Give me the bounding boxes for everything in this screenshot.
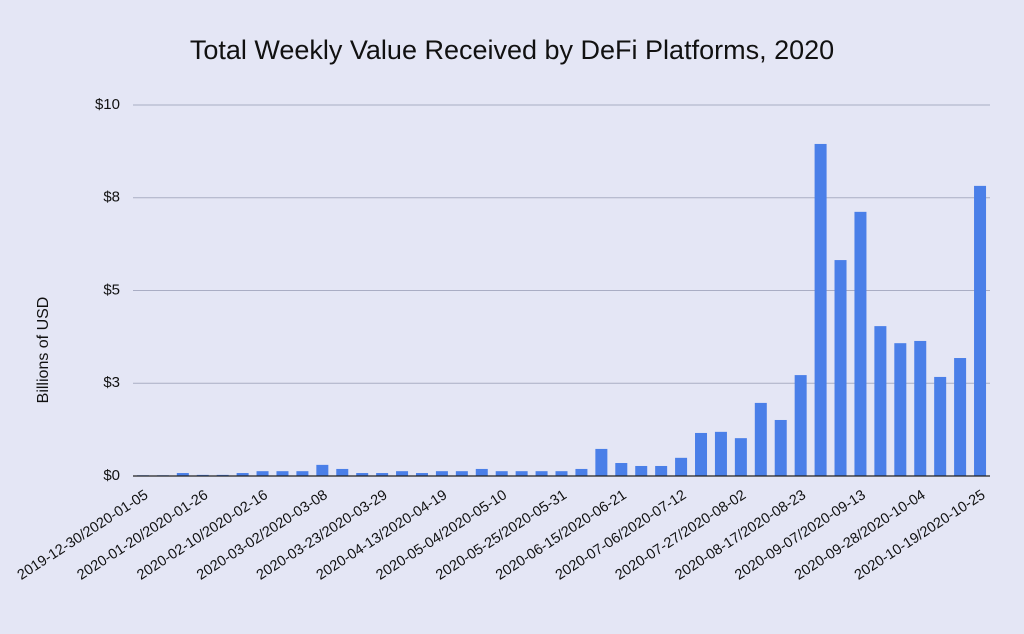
bar	[734, 438, 747, 476]
bar	[774, 419, 787, 476]
bar	[874, 326, 887, 476]
bar	[396, 471, 409, 476]
bar	[555, 471, 568, 476]
bar	[575, 468, 588, 476]
bar	[376, 473, 389, 476]
bar	[495, 471, 508, 476]
bar	[296, 471, 309, 476]
y-tick-label: $5	[103, 281, 120, 298]
y-tick-label: $3	[103, 374, 120, 391]
bar	[316, 464, 329, 476]
bar	[595, 448, 608, 476]
bar	[475, 468, 488, 476]
y-tick-label: $0	[103, 467, 120, 484]
bar	[455, 471, 468, 476]
bar	[415, 473, 428, 476]
bar	[276, 471, 289, 476]
bar	[934, 376, 947, 476]
bar	[435, 471, 448, 476]
bar	[894, 343, 907, 476]
chart-title: Total Weekly Value Received by DeFi Plat…	[190, 35, 834, 65]
bar	[635, 465, 648, 476]
y-tick-label: $10	[95, 96, 120, 113]
bar	[615, 463, 628, 476]
bar	[336, 468, 349, 476]
bar	[655, 465, 668, 476]
bar	[515, 471, 528, 476]
bar	[695, 432, 708, 476]
bar	[535, 471, 548, 476]
bar	[914, 340, 927, 476]
y-tick-label: $8	[103, 189, 120, 206]
bar	[854, 211, 867, 476]
bar	[974, 185, 987, 477]
bar	[834, 260, 847, 476]
bar	[356, 473, 369, 476]
bar	[236, 473, 249, 476]
bar	[675, 457, 688, 476]
bar	[954, 358, 967, 476]
bar	[714, 431, 727, 476]
bar	[754, 402, 767, 476]
bar	[794, 375, 807, 476]
bar	[176, 473, 189, 476]
y-axis-label: Billions of USD	[35, 297, 52, 404]
bar	[256, 471, 269, 476]
bar	[814, 143, 827, 476]
